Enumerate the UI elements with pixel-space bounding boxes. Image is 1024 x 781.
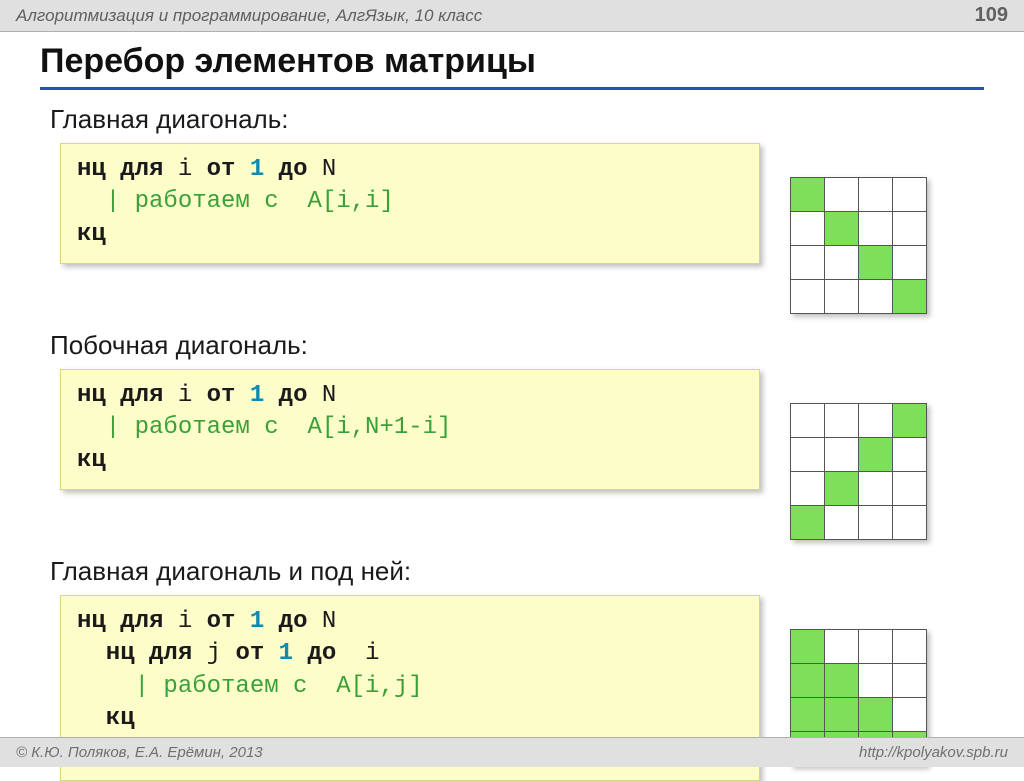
matrix-cell: [825, 280, 859, 314]
matrix-cell: [859, 404, 893, 438]
matrix-cell: [859, 212, 893, 246]
matrix-cell: [791, 506, 825, 540]
section-heading: Побочная диагональ:: [50, 330, 984, 361]
matrix-cell: [859, 246, 893, 280]
matrix-cell: [893, 212, 927, 246]
matrix-cell: [825, 178, 859, 212]
matrix-cell: [893, 178, 927, 212]
matrix-cell: [791, 472, 825, 506]
matrix-cell: [859, 664, 893, 698]
matrix-cell: [791, 280, 825, 314]
matrix-cell: [893, 246, 927, 280]
matrix-cell: [893, 630, 927, 664]
matrix-cell: [825, 404, 859, 438]
matrix-cell: [825, 246, 859, 280]
page-number: 109: [975, 4, 1008, 27]
matrix-grid: [790, 177, 927, 314]
footer-bar: © К.Ю. Поляков, Е.А. Ерёмин, 2013 http:/…: [0, 737, 1024, 767]
matrix-cell: [825, 506, 859, 540]
code-block: нц для i от 1 до N | работаем с A[i,i] к…: [60, 143, 760, 264]
matrix-cell: [893, 472, 927, 506]
slide-content: Перебор элементов матрицы Главная диагон…: [0, 32, 1024, 781]
matrix-cell: [791, 698, 825, 732]
matrix-cell: [893, 404, 927, 438]
matrix-diagram: [790, 403, 927, 540]
matrix-cell: [859, 178, 893, 212]
matrix-cell: [859, 280, 893, 314]
matrix-cell: [791, 438, 825, 472]
matrix-cell: [859, 630, 893, 664]
matrix-cell: [825, 630, 859, 664]
course-label: Алгоритмизация и программирование, АлгЯз…: [16, 6, 482, 26]
section-anti-diagonal: Побочная диагональ: нц для i от 1 до N |…: [40, 330, 984, 540]
section-heading: Главная диагональ и под ней:: [50, 556, 984, 587]
matrix-grid: [790, 403, 927, 540]
header-bar: Алгоритмизация и программирование, АлгЯз…: [0, 0, 1024, 32]
matrix-cell: [859, 472, 893, 506]
matrix-cell: [893, 698, 927, 732]
matrix-cell: [791, 178, 825, 212]
section-heading: Главная диагональ:: [50, 104, 984, 135]
matrix-cell: [893, 664, 927, 698]
matrix-cell: [791, 246, 825, 280]
matrix-cell: [791, 404, 825, 438]
matrix-diagram: [790, 177, 927, 314]
matrix-cell: [825, 438, 859, 472]
matrix-cell: [825, 664, 859, 698]
section-main-diagonal: Главная диагональ: нц для i от 1 до N | …: [40, 104, 984, 314]
matrix-cell: [791, 664, 825, 698]
matrix-cell: [893, 280, 927, 314]
code-block: нц для i от 1 до N | работаем с A[i,N+1-…: [60, 369, 760, 490]
matrix-cell: [859, 438, 893, 472]
footer-url: http://kpolyakov.spb.ru: [859, 744, 1008, 761]
matrix-cell: [893, 506, 927, 540]
matrix-cell: [825, 212, 859, 246]
page-title: Перебор элементов матрицы: [40, 42, 984, 90]
matrix-cell: [791, 630, 825, 664]
matrix-cell: [791, 212, 825, 246]
matrix-cell: [825, 472, 859, 506]
copyright: © К.Ю. Поляков, Е.А. Ерёмин, 2013: [16, 744, 263, 761]
matrix-cell: [893, 438, 927, 472]
matrix-cell: [825, 698, 859, 732]
matrix-cell: [859, 698, 893, 732]
matrix-cell: [859, 506, 893, 540]
